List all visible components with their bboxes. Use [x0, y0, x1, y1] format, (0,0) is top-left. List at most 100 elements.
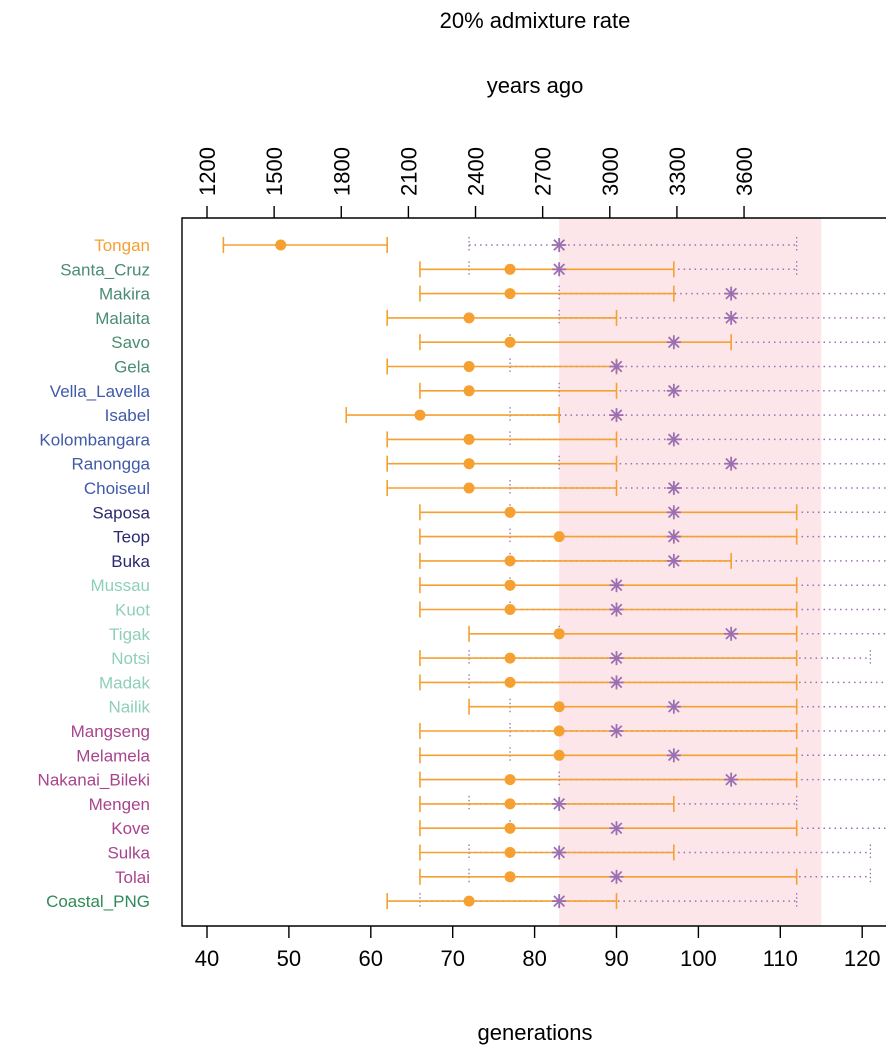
- estimate-point: [463, 482, 475, 494]
- asterisk-stroke: [610, 822, 623, 835]
- row-label: Malaita: [95, 309, 150, 328]
- estimate-point: [504, 336, 516, 348]
- row-label: Savo: [111, 333, 150, 352]
- estimate-point: [463, 433, 475, 445]
- estimate-point: [553, 725, 565, 737]
- asterisk-stroke: [610, 360, 623, 373]
- asterisk-stroke: [667, 433, 680, 446]
- row-label: Isabel: [105, 406, 150, 425]
- x-tick-label: 70: [440, 946, 464, 971]
- alt-asterisk: [609, 578, 624, 593]
- row-label: Makira: [99, 285, 151, 304]
- alt-asterisk: [609, 869, 624, 884]
- x-tick-label: 120: [844, 946, 881, 971]
- top-tick-label: 3000: [598, 147, 623, 196]
- alt-asterisk: [666, 481, 681, 495]
- alt-asterisk: [552, 845, 567, 860]
- row-label: Sulka: [107, 844, 150, 863]
- asterisk-stroke: [553, 263, 566, 276]
- row-label: Kove: [111, 819, 150, 838]
- estimate-point: [504, 652, 516, 664]
- alt-asterisk: [609, 821, 624, 836]
- asterisk-stroke: [667, 700, 680, 713]
- estimate-point: [504, 822, 516, 834]
- alt-asterisk: [609, 359, 624, 374]
- top-tick-label: 1500: [262, 147, 287, 196]
- top-tick-label: 3300: [665, 147, 690, 196]
- row-label: Madak: [99, 673, 151, 692]
- asterisk-stroke: [553, 239, 566, 251]
- alt-asterisk: [724, 626, 739, 641]
- shaded-band: [559, 218, 822, 926]
- alt-asterisk: [609, 651, 624, 666]
- asterisk-stroke: [667, 336, 680, 349]
- x-tick-label: 60: [359, 946, 383, 971]
- estimate-point: [553, 531, 565, 543]
- row-label: Gela: [114, 358, 150, 377]
- asterisk-stroke: [610, 676, 623, 689]
- alt-asterisk: [666, 529, 681, 544]
- asterisk-stroke: [725, 312, 738, 324]
- row-label: Tongan: [94, 236, 150, 255]
- top-tick-label: 1800: [329, 147, 354, 196]
- estimate-point: [504, 774, 516, 786]
- row-label: Nakanai_Bileki: [38, 771, 150, 790]
- estimate-point: [504, 288, 516, 300]
- plot-area: Tongan Santa_Cruz Makira Malaita Savo Gela Vel…: [38, 147, 886, 971]
- top-tick-label: 1200: [195, 147, 220, 196]
- asterisk-stroke: [610, 870, 623, 883]
- row-label: Kolombangara: [39, 430, 150, 449]
- alt-asterisk: [666, 505, 681, 520]
- alt-asterisk: [724, 456, 739, 471]
- row-label: Saposa: [92, 503, 150, 522]
- asterisk-stroke: [610, 579, 623, 592]
- row-label: Notsi: [111, 649, 150, 668]
- row-label: Mussau: [90, 576, 150, 595]
- row-label: Coastal_PNG: [46, 892, 150, 911]
- alt-asterisk: [666, 383, 681, 398]
- alt-asterisk: [552, 796, 567, 811]
- asterisk-stroke: [553, 846, 566, 859]
- asterisk-stroke: [667, 482, 680, 494]
- estimate-point: [504, 263, 516, 275]
- estimate-point: [504, 579, 516, 591]
- x-tick-label: 50: [277, 946, 301, 971]
- alt-asterisk: [666, 699, 681, 714]
- top-tick-label: 3600: [732, 147, 757, 196]
- row-label: Mengen: [89, 795, 150, 814]
- alt-asterisk: [724, 772, 739, 787]
- asterisk-stroke: [725, 287, 738, 300]
- alt-asterisk: [666, 748, 681, 763]
- asterisk-stroke: [610, 725, 623, 737]
- row-label: Nailik: [108, 698, 150, 717]
- estimate-point: [504, 871, 516, 883]
- asterisk-stroke: [667, 384, 680, 397]
- row-label: Teop: [113, 528, 150, 547]
- asterisk-stroke: [610, 409, 623, 421]
- asterisk-stroke: [610, 652, 623, 664]
- asterisk-stroke: [553, 798, 566, 810]
- alt-asterisk: [609, 675, 624, 690]
- top-axis-title: years ago: [487, 73, 584, 98]
- row-label: Melamela: [76, 746, 150, 765]
- asterisk-stroke: [725, 457, 738, 470]
- estimate-point: [504, 798, 516, 810]
- row-label: Kuot: [115, 601, 150, 620]
- asterisk-stroke: [667, 749, 680, 762]
- estimate-point: [504, 506, 516, 518]
- alt-asterisk: [666, 335, 681, 350]
- asterisk-stroke: [667, 530, 680, 543]
- asterisk-stroke: [725, 627, 738, 640]
- estimate-point: [463, 312, 475, 324]
- alt-asterisk: [724, 286, 739, 301]
- row-label: Santa_Cruz: [60, 260, 150, 279]
- estimate-point: [553, 701, 565, 713]
- alt-asterisk: [609, 408, 624, 423]
- estimate-point: [463, 361, 475, 372]
- alt-asterisk: [666, 553, 681, 568]
- estimate-point: [553, 749, 565, 761]
- estimate-point: [463, 385, 475, 397]
- alt-asterisk: [666, 432, 681, 447]
- top-tick-label: 2700: [531, 147, 556, 196]
- alt-asterisk: [609, 602, 624, 617]
